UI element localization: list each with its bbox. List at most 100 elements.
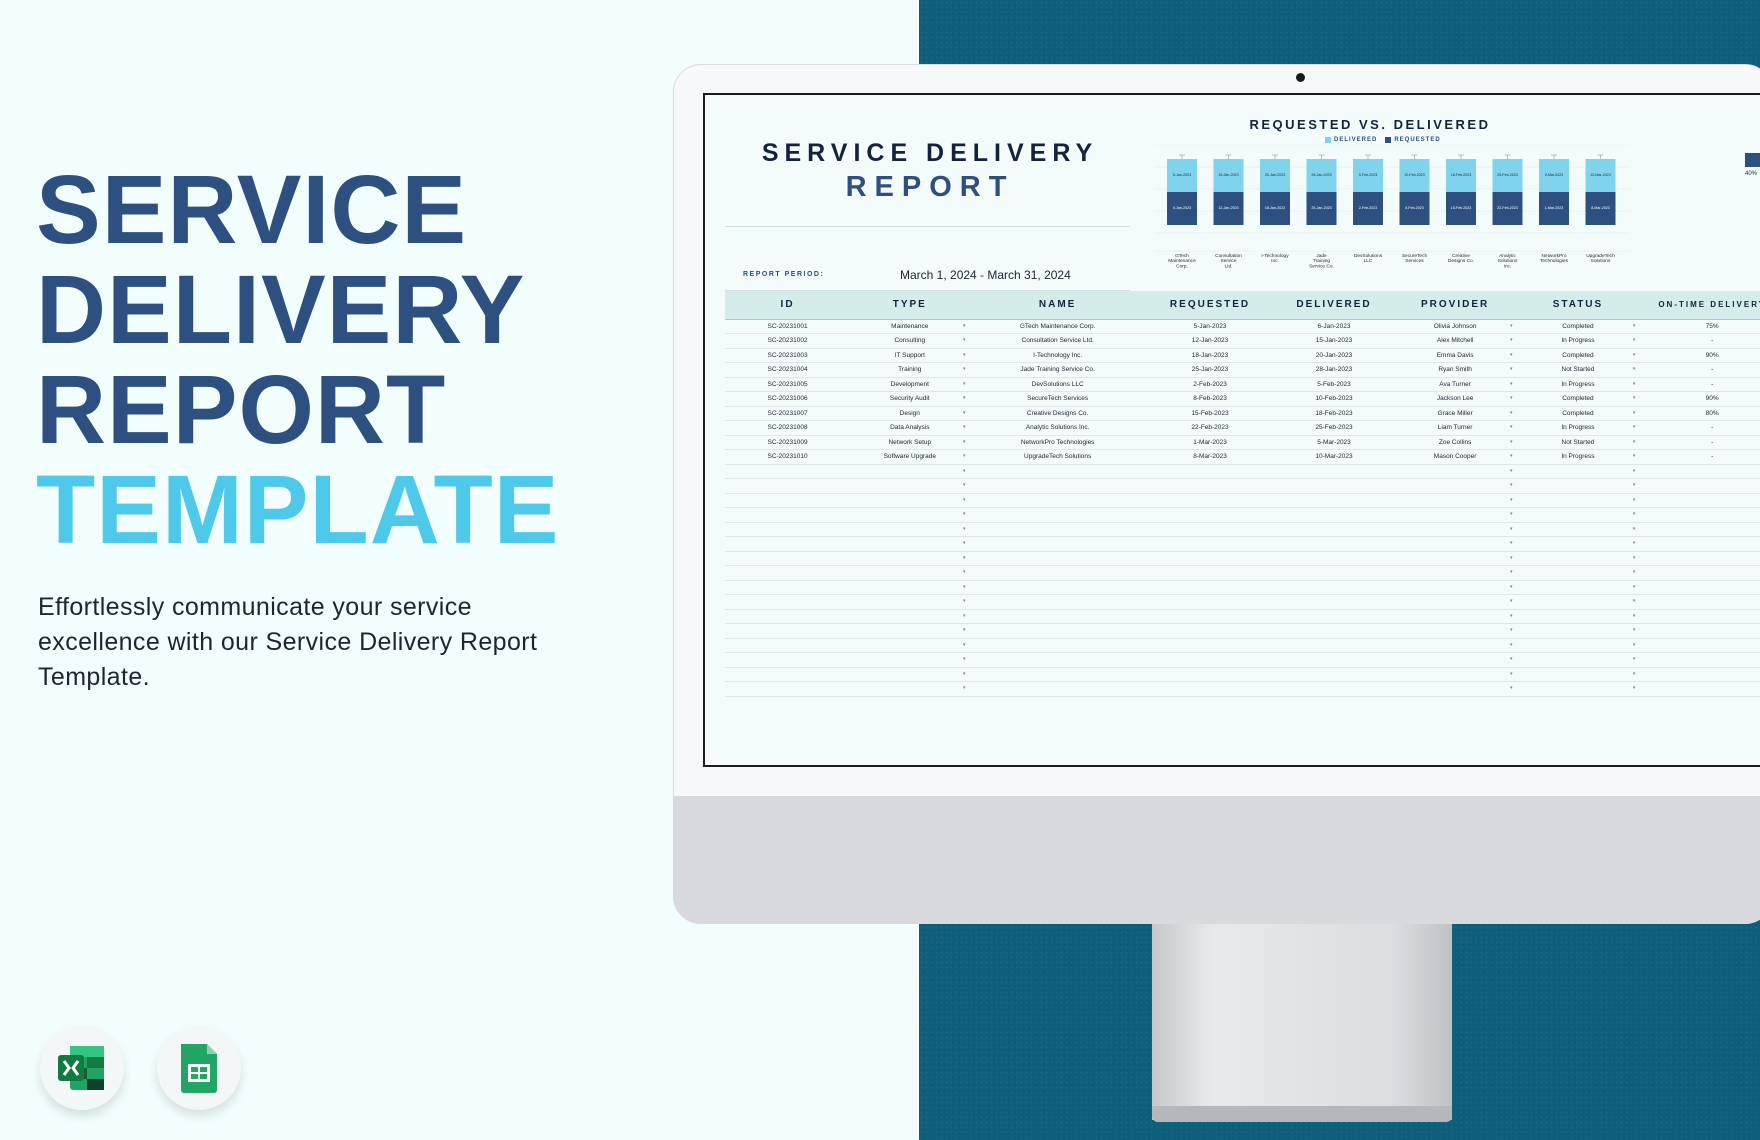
cell-requested[interactable] xyxy=(1145,464,1275,479)
cell-requested[interactable] xyxy=(1145,551,1275,566)
cell-delivered[interactable] xyxy=(1274,667,1394,682)
cell-requested[interactable] xyxy=(1145,565,1275,581)
dropdown-arrow-icon[interactable]: ▾ xyxy=(962,438,966,445)
cell-on-time-delivery[interactable] xyxy=(1639,594,1760,610)
cell-on-time-delivery[interactable] xyxy=(1639,667,1760,682)
cell-id[interactable] xyxy=(725,522,851,537)
dropdown-arrow-icon[interactable]: ▾ xyxy=(962,337,966,343)
cell-type[interactable]: ▾ xyxy=(850,522,970,537)
cell-id[interactable]: SC-20231008 xyxy=(725,420,851,436)
dropdown-arrow-icon[interactable]: ▾ xyxy=(962,395,966,401)
cell-id[interactable]: SC-20231004 xyxy=(725,362,851,378)
cell-name[interactable] xyxy=(969,580,1146,595)
cell-status[interactable]: In Progress ▾ xyxy=(1516,449,1640,465)
header-id[interactable]: ID xyxy=(725,291,851,320)
cell-type[interactable]: ▾ xyxy=(850,652,970,668)
cell-provider[interactable]: ▾ xyxy=(1393,522,1517,537)
cell-id[interactable] xyxy=(725,681,851,697)
cell-name[interactable] xyxy=(969,594,1146,610)
cell-name[interactable]: I-Technology Inc. xyxy=(969,348,1146,363)
cell-provider[interactable]: ▾ xyxy=(1393,623,1517,639)
cell-requested[interactable] xyxy=(1145,507,1275,523)
dropdown-arrow-icon[interactable]: ▾ xyxy=(1632,525,1636,532)
dropdown-arrow-icon[interactable]: ▾ xyxy=(962,656,966,662)
header-provider[interactable]: PROVIDER xyxy=(1393,291,1517,320)
cell-type[interactable]: Design ▾ xyxy=(850,406,970,421)
cell-delivered[interactable]: 10-Feb-2023 xyxy=(1274,391,1394,407)
dropdown-arrow-icon[interactable]: ▾ xyxy=(962,467,966,474)
cell-delivered[interactable] xyxy=(1274,594,1394,610)
cell-delivered[interactable]: 10-Mar-2023 xyxy=(1274,449,1394,465)
cell-provider[interactable]: ▾ xyxy=(1393,580,1517,595)
cell-provider[interactable]: Zoe Collins ▾ xyxy=(1393,435,1517,450)
cell-provider[interactable]: Alex Mitchell ▾ xyxy=(1393,333,1517,349)
cell-requested[interactable] xyxy=(1145,478,1275,494)
dropdown-arrow-icon[interactable]: ▾ xyxy=(1632,409,1636,416)
dropdown-arrow-icon[interactable]: ▾ xyxy=(962,511,966,517)
cell-id[interactable] xyxy=(725,580,851,595)
cell-name[interactable] xyxy=(969,609,1146,624)
cell-delivered[interactable]: 20-Jan-2023 xyxy=(1274,348,1394,363)
cell-provider[interactable]: ▾ xyxy=(1393,667,1517,682)
table-row[interactable]: SC-20231004 Training ▾ Jade Training Servic… xyxy=(725,362,1760,378)
cell-type[interactable]: Network Setup ▾ xyxy=(850,435,970,450)
cell-status[interactable]: Completed ▾ xyxy=(1516,319,1640,334)
cell-provider[interactable]: ▾ xyxy=(1393,609,1517,624)
cell-type[interactable]: ▾ xyxy=(850,623,970,639)
dropdown-arrow-icon[interactable]: ▾ xyxy=(962,409,966,416)
cell-status[interactable]: In Progress ▾ xyxy=(1516,377,1640,392)
cell-on-time-delivery[interactable]: - xyxy=(1639,333,1760,349)
dropdown-arrow-icon[interactable]: ▾ xyxy=(1510,366,1513,372)
dropdown-arrow-icon[interactable]: ▾ xyxy=(1632,366,1636,372)
dropdown-arrow-icon[interactable]: ▾ xyxy=(962,453,966,459)
dropdown-arrow-icon[interactable]: ▾ xyxy=(1510,380,1513,387)
cell-requested[interactable] xyxy=(1145,667,1275,682)
cell-name[interactable]: Consultation Service Ltd. xyxy=(969,333,1146,349)
cell-type[interactable]: Software Upgrade ▾ xyxy=(850,449,970,465)
dropdown-arrow-icon[interactable]: ▾ xyxy=(1632,337,1636,343)
cell-on-time-delivery[interactable]: - xyxy=(1639,362,1760,378)
cell-status[interactable]: ▾ xyxy=(1516,609,1640,624)
cell-id[interactable]: SC-20231001 xyxy=(725,319,851,334)
dropdown-arrow-icon[interactable]: ▾ xyxy=(1510,351,1513,358)
cell-status[interactable]: Completed ▾ xyxy=(1516,391,1640,407)
dropdown-arrow-icon[interactable]: ▾ xyxy=(1632,424,1636,430)
table-row[interactable]: ▾ ▾ ▾ xyxy=(725,464,1760,479)
cell-id[interactable]: SC-20231010 xyxy=(725,449,851,465)
cell-type[interactable]: ▾ xyxy=(850,565,970,581)
table-row[interactable]: ▾ ▾ ▾ xyxy=(725,681,1760,697)
dropdown-arrow-icon[interactable]: ▾ xyxy=(962,598,966,604)
dropdown-arrow-icon[interactable]: ▾ xyxy=(1632,670,1636,677)
cell-on-time-delivery[interactable]: - xyxy=(1639,420,1760,436)
cell-type[interactable]: ▾ xyxy=(850,478,970,494)
cell-provider[interactable]: ▾ xyxy=(1393,478,1517,494)
cell-delivered[interactable] xyxy=(1274,522,1394,537)
dropdown-arrow-icon[interactable]: ▾ xyxy=(1632,438,1636,445)
dropdown-arrow-icon[interactable]: ▾ xyxy=(1510,337,1513,343)
cell-requested[interactable]: 2-Feb-2023 xyxy=(1145,377,1275,392)
cell-status[interactable]: ▾ xyxy=(1516,681,1640,697)
cell-status[interactable]: Not Started ▾ xyxy=(1516,362,1640,378)
cell-delivered[interactable] xyxy=(1274,638,1394,653)
table-row[interactable]: ▾ ▾ ▾ xyxy=(725,594,1760,610)
table-row[interactable]: ▾ ▾ ▾ xyxy=(725,507,1760,523)
cell-provider[interactable]: ▾ xyxy=(1393,536,1517,552)
cell-name[interactable]: UpgradeTech Solutions xyxy=(969,449,1146,465)
dropdown-arrow-icon[interactable]: ▾ xyxy=(1510,627,1513,633)
dropdown-arrow-icon[interactable]: ▾ xyxy=(1510,409,1513,416)
cell-provider[interactable]: ▾ xyxy=(1393,681,1517,697)
cell-status[interactable]: ▾ xyxy=(1516,594,1640,610)
cell-name[interactable] xyxy=(969,493,1146,508)
cell-provider[interactable]: ▾ xyxy=(1393,551,1517,566)
cell-name[interactable] xyxy=(969,623,1146,639)
table-row[interactable]: SC-20231010 Software Upgrade ▾ UpgradeTech … xyxy=(725,449,1760,465)
cell-id[interactable] xyxy=(725,638,851,653)
cell-on-time-delivery[interactable]: - xyxy=(1639,377,1760,392)
dropdown-arrow-icon[interactable]: ▾ xyxy=(962,641,966,648)
cell-on-time-delivery[interactable] xyxy=(1639,638,1760,653)
cell-on-time-delivery[interactable] xyxy=(1639,652,1760,668)
cell-provider[interactable]: Grace Miller ▾ xyxy=(1393,406,1517,421)
cell-status[interactable]: In Progress ▾ xyxy=(1516,420,1640,436)
cell-on-time-delivery[interactable] xyxy=(1639,681,1760,697)
cell-type[interactable]: ▾ xyxy=(850,638,970,653)
